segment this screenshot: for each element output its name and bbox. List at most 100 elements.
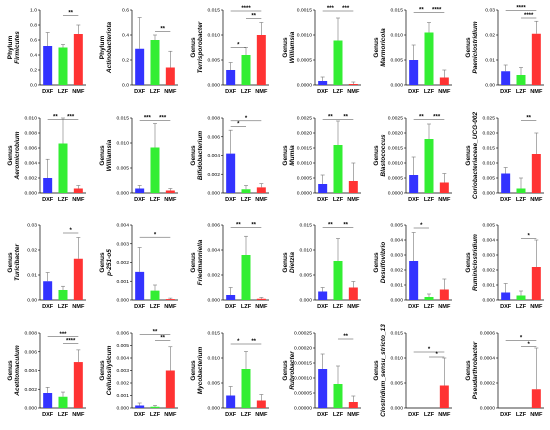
y-axis-label: GenusWilliamsia bbox=[282, 31, 296, 63]
bar-nmf bbox=[531, 33, 541, 85]
y-axis-label: GenusWilliamsia bbox=[99, 139, 113, 171]
bar-nmf bbox=[531, 153, 541, 193]
bar-lzf bbox=[150, 406, 160, 408]
y-axis-label-rank: Genus bbox=[373, 145, 380, 166]
y-tick-label: 0.0025 bbox=[297, 115, 312, 121]
y-tick-label: 0.005 bbox=[483, 223, 496, 229]
bar-nmf bbox=[440, 181, 450, 193]
bar-nmf bbox=[165, 370, 175, 408]
y-tick-label: 0.01 bbox=[27, 273, 37, 279]
significance-label: ** bbox=[152, 329, 157, 335]
significance-label: ** bbox=[252, 14, 257, 20]
y-tick-label: 0.004 bbox=[208, 248, 221, 254]
bar-dxf bbox=[134, 187, 144, 193]
y-tick-label: 0.005 bbox=[483, 175, 496, 181]
bar-lzf bbox=[333, 144, 343, 193]
y-tick-label: 0.006 bbox=[208, 134, 221, 140]
x-category-label: DXF bbox=[134, 304, 146, 310]
x-category-label: NMF bbox=[164, 304, 177, 310]
y-axis-label-rank: Genus bbox=[373, 252, 380, 273]
y-tick-label: 0.00015 bbox=[294, 360, 312, 366]
y-tick-label: 0.0000 bbox=[297, 190, 312, 196]
y-axis-label-taxon: Pseudarthrobacter bbox=[472, 341, 479, 399]
y-tick-label: 0.005 bbox=[116, 343, 129, 349]
bar-chart: GenusDesulfovibrio 0.000 0.001 0.002 0.003 0.… bbox=[373, 223, 453, 310]
y-axis-label-taxon: Coriobacteriaceae_UCG-002 bbox=[472, 111, 479, 199]
bar-dxf bbox=[317, 291, 327, 300]
significance-label: ** bbox=[252, 339, 257, 345]
x-category-label: LZF bbox=[241, 304, 252, 310]
y-tick-label: 0.000 bbox=[25, 405, 38, 411]
y-axis-label-rank: Genus bbox=[7, 252, 14, 273]
bar-dxf bbox=[501, 172, 511, 193]
significance-label: ** bbox=[343, 334, 348, 340]
y-tick-label: 0.010 bbox=[208, 355, 221, 361]
x-category-label: LZF bbox=[149, 196, 160, 202]
bar-dxf bbox=[226, 69, 236, 85]
y-axis-label: GenusMumia bbox=[282, 144, 296, 165]
y-tick-label: 0.00005 bbox=[294, 390, 312, 396]
bar-lzf bbox=[424, 32, 434, 85]
x-category-label: NMF bbox=[72, 304, 85, 310]
y-tick-label: 0.015 bbox=[208, 8, 221, 14]
x-category-label: LZF bbox=[516, 196, 527, 202]
x-category-label: LZF bbox=[241, 89, 252, 95]
x-category-label: DXF bbox=[317, 411, 329, 417]
bar-nmf bbox=[257, 186, 267, 193]
y-tick-label: 0.003 bbox=[116, 241, 129, 247]
x-category-label: DXF bbox=[500, 89, 512, 95]
chart-panel-4: GenusWilliamsia 0.0000 0.0005 0.0010 0.0015 D… bbox=[275, 0, 367, 108]
chart-panel-14: Genusp-251-o5 0.000 0.001 0.002 0.003 0.004 DX… bbox=[92, 215, 184, 323]
y-axis-label-rank: Genus bbox=[373, 37, 380, 58]
y-tick-label: 0.010 bbox=[299, 248, 312, 254]
y-axis-label-rank: Genus bbox=[465, 252, 472, 273]
x-category-label: LZF bbox=[333, 196, 344, 202]
significance-label: ** bbox=[328, 223, 333, 229]
bar-dxf bbox=[501, 71, 511, 85]
bar-dxf bbox=[226, 294, 236, 300]
y-tick-label: 0.005 bbox=[299, 273, 312, 279]
y-tick-label: 0.4 bbox=[122, 33, 129, 39]
y-axis-label: GenusDesulfovibrio bbox=[373, 242, 387, 283]
bar-chart: GenusAeromicrobium 0.000 0.002 0.004 0.006 0.… bbox=[7, 114, 86, 202]
y-axis-label-rank: Genus bbox=[99, 145, 106, 166]
y-tick-label: 0.2 bbox=[30, 68, 37, 74]
y-axis-label-rank: Genus bbox=[373, 360, 380, 381]
x-category-label: NMF bbox=[347, 304, 360, 310]
y-tick-label: 0.010 bbox=[483, 160, 496, 166]
y-tick-label: 0.0015 bbox=[388, 145, 403, 151]
y-tick-label: 0.2 bbox=[122, 58, 129, 64]
y-tick-label: 0.03 bbox=[485, 8, 495, 14]
chart-panel-6: GenusPaeniclostridium 0.00 0.01 0.02 0.03 DXF… bbox=[458, 0, 550, 108]
x-category-label: NMF bbox=[439, 304, 452, 310]
bar-dxf bbox=[43, 281, 53, 300]
y-tick-label: 0.005 bbox=[116, 165, 129, 171]
y-tick-label: 0.000 bbox=[208, 83, 221, 89]
bar-dxf bbox=[43, 177, 53, 193]
bar-nmf bbox=[348, 401, 358, 408]
bar-chart: GenusRuminiclostridium 0.000 0.001 0.002 0.0… bbox=[465, 223, 544, 310]
y-axis-label: PhylumActinobacteriota bbox=[99, 22, 113, 75]
x-category-label: NMF bbox=[255, 304, 268, 310]
chart-panel-21: GenusMycobacterium 0.000 0.005 0.010 0.015 DX… bbox=[183, 323, 275, 430]
bar-nmf bbox=[73, 34, 83, 85]
significance-label: ** bbox=[160, 335, 165, 341]
y-tick-label: 0.000 bbox=[391, 405, 404, 411]
significance-label: ** bbox=[419, 8, 424, 14]
y-axis-label: GenusPaeniclostridium bbox=[465, 21, 479, 73]
bar-dxf bbox=[43, 392, 53, 408]
y-axis-label-taxon: p-251-o5 bbox=[106, 249, 113, 277]
bar-chart: GenusMycobacterium 0.000 0.005 0.010 0.015 DX… bbox=[190, 330, 270, 417]
y-tick-label: 0.015 bbox=[299, 223, 312, 229]
x-category-label: LZF bbox=[424, 89, 435, 95]
y-axis-label: GenusDietzia bbox=[282, 252, 296, 273]
y-tick-label: 0.0004 bbox=[480, 355, 495, 361]
y-axis-label-rank: Genus bbox=[465, 145, 472, 166]
y-axis-label-taxon: Cellulosilyticum bbox=[106, 345, 113, 395]
x-category-label: DXF bbox=[134, 411, 146, 417]
significance-label: * bbox=[69, 228, 72, 234]
y-tick-label: 0.005 bbox=[391, 380, 404, 386]
x-category-label: LZF bbox=[333, 89, 344, 95]
y-tick-label: 0.001 bbox=[116, 279, 129, 285]
